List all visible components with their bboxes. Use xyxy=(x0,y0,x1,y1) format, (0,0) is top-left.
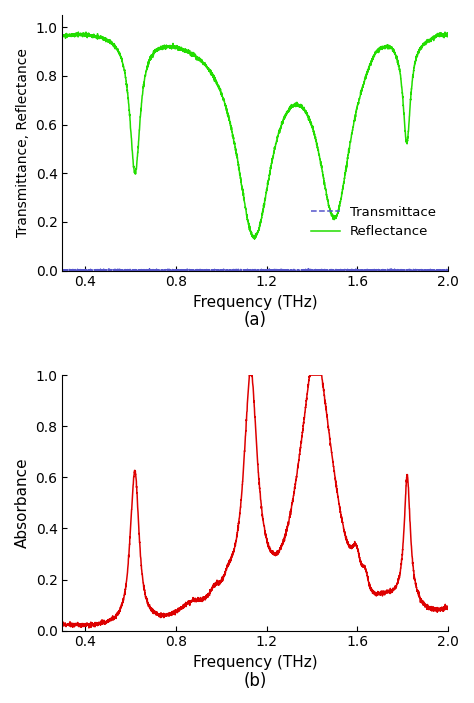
Reflectance xyxy=(127,108,132,116)
Y-axis label: Absorbance: Absorbance xyxy=(15,458,30,548)
Line: Reflectance: Reflectance xyxy=(63,32,448,239)
X-axis label: Frequency (THz): Frequency (THz) xyxy=(193,295,318,310)
Transmittace xyxy=(438,266,444,274)
Y-axis label: Transmittance, Reflectance: Transmittance, Reflectance xyxy=(16,49,30,237)
Reflectance xyxy=(396,63,402,72)
Text: (b): (b) xyxy=(244,671,267,690)
Transmittace xyxy=(341,266,347,275)
Reflectance xyxy=(438,30,444,39)
Legend: Transmittace, Reflectance: Transmittace, Reflectance xyxy=(305,200,441,243)
Transmittace xyxy=(305,264,311,273)
Reflectance xyxy=(224,108,230,117)
Reflectance xyxy=(208,67,213,76)
Transmittace xyxy=(224,266,230,274)
Transmittace xyxy=(60,266,65,274)
Transmittace xyxy=(103,266,109,274)
Reflectance xyxy=(445,32,451,40)
Reflectance xyxy=(252,235,257,243)
Line: Transmittace: Transmittace xyxy=(63,269,448,271)
Transmittace xyxy=(127,266,132,274)
Reflectance xyxy=(60,31,65,39)
Transmittace xyxy=(445,266,451,274)
Reflectance xyxy=(75,28,81,37)
Transmittace xyxy=(396,266,402,274)
Transmittace xyxy=(208,265,213,273)
Reflectance xyxy=(104,36,109,44)
Text: (a): (a) xyxy=(244,311,267,330)
X-axis label: Frequency (THz): Frequency (THz) xyxy=(193,655,318,670)
